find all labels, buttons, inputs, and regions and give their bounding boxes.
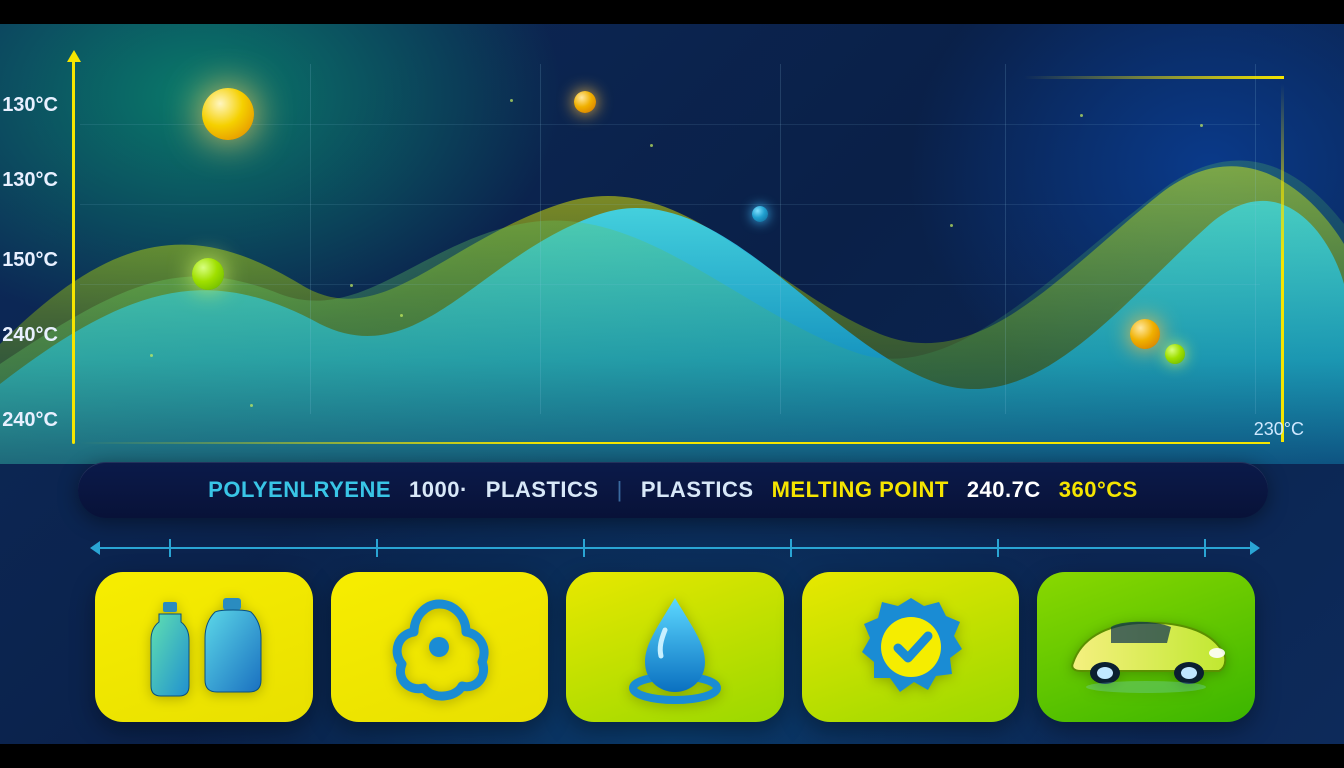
x-end-label: 230°C — [1254, 419, 1304, 440]
orb-icon — [202, 88, 254, 140]
bottles-icon — [95, 572, 313, 722]
banner-category-1: PLASTICS — [486, 477, 599, 503]
grid-line-vertical — [780, 64, 781, 414]
timeline-arrow-right-icon — [1250, 541, 1260, 555]
timeline-axis — [100, 534, 1250, 562]
y-axis-labels: 130°C130°C150°C240°C240°C — [72, 54, 152, 444]
grid-line-horizontal — [80, 284, 1260, 285]
sparkle — [950, 224, 953, 227]
grid-line-vertical — [1255, 64, 1256, 414]
car-icon — [1037, 572, 1255, 722]
y-tick-label: 130°C — [2, 169, 58, 192]
icon-card-row — [95, 572, 1255, 722]
orb-icon — [192, 258, 224, 290]
timeline-line — [100, 547, 1250, 549]
sparkle — [250, 404, 253, 407]
y-tick-label: 130°C — [2, 94, 58, 117]
banner-category-2: PLASTICS — [641, 477, 754, 503]
timeline-tick — [376, 539, 378, 557]
x-axis — [80, 442, 1270, 444]
timeline-tick — [583, 539, 585, 557]
banner-material: POLYENLRYENE — [208, 477, 391, 503]
badge-check-icon — [802, 572, 1020, 722]
sparkle — [1080, 114, 1083, 117]
banner-metric-label: MELTING POINT — [772, 477, 949, 503]
grid-line-vertical — [1005, 64, 1006, 414]
wave-area — [0, 160, 1344, 464]
timeline-tick — [1204, 539, 1206, 557]
banner-value-2: 360°CS — [1059, 477, 1138, 503]
molecule-icon — [331, 572, 549, 722]
timeline-tick — [997, 539, 999, 557]
grid-line-vertical — [310, 64, 311, 414]
y-tick-label: 150°C — [2, 249, 58, 272]
sparkle — [650, 144, 653, 147]
banner-code: 1000· — [409, 477, 468, 503]
orb-icon — [752, 206, 768, 222]
orb-icon — [1130, 319, 1160, 349]
timeline-tick — [790, 539, 792, 557]
chart-frame-top — [1024, 76, 1284, 79]
letterbox — [0, 0, 1344, 24]
letterbox — [0, 744, 1344, 768]
grid-line-vertical — [540, 64, 541, 414]
grid-line-horizontal — [80, 124, 1260, 125]
banner-separator: | — [617, 477, 623, 503]
grid-line-horizontal — [80, 204, 1260, 205]
infographic-canvas: 130°C130°C150°C240°C240°C 230°C POLYENLR… — [0, 24, 1344, 744]
y-tick-label: 240°C — [2, 324, 58, 347]
chart-waves — [0, 24, 1344, 464]
sparkle — [400, 314, 403, 317]
timeline-tick — [169, 539, 171, 557]
info-banner: POLYENLRYENE 1000· PLASTICS | PLASTICS M… — [78, 462, 1268, 518]
sparkle — [510, 99, 513, 102]
timeline-arrow-left-icon — [90, 541, 100, 555]
orb-icon — [1165, 344, 1185, 364]
sparkle — [350, 284, 353, 287]
sparkle — [1200, 124, 1203, 127]
sparkle — [150, 354, 153, 357]
y-tick-label: 240°C — [2, 409, 58, 432]
droplet-icon — [566, 572, 784, 722]
banner-value-1: 240.7C — [967, 477, 1041, 503]
orb-icon — [574, 91, 596, 113]
chart-frame-right — [1281, 84, 1284, 442]
